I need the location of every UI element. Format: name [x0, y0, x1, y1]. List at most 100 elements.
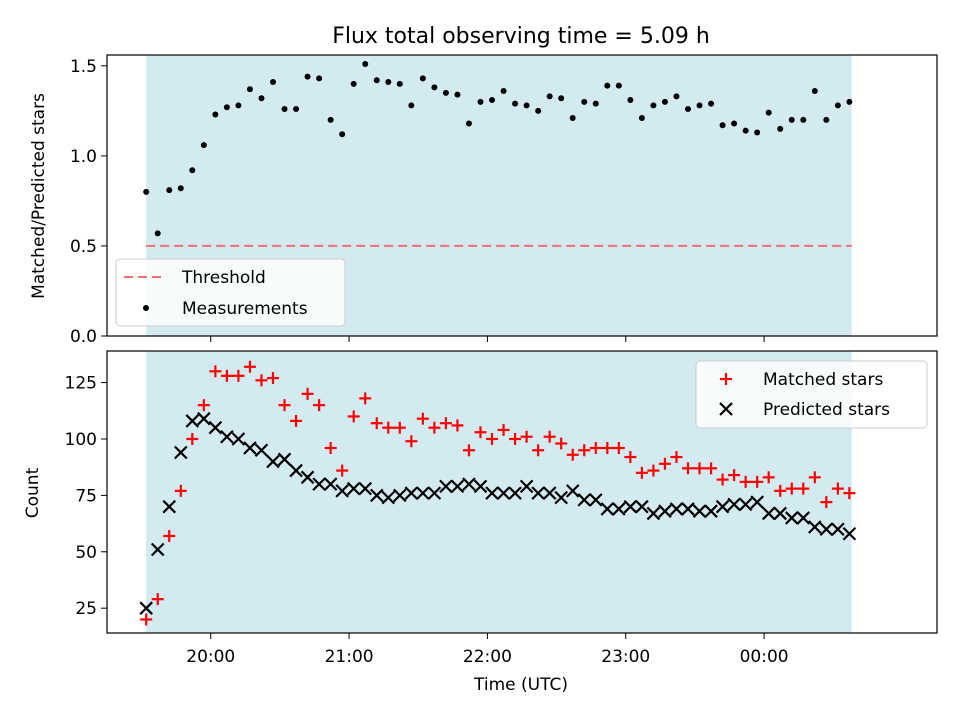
- matched-star-point: [232, 369, 245, 382]
- matched-star-point: [347, 410, 360, 423]
- measurement-point: [800, 116, 807, 123]
- measurement-point: [615, 82, 622, 89]
- legend-predicted-marker: [719, 402, 733, 416]
- matched-star-point: [243, 360, 256, 373]
- measurement-point: [592, 100, 599, 107]
- predicted-star-point: [473, 479, 488, 494]
- matched-star-point: [474, 426, 487, 439]
- predicted-star-point: [588, 493, 603, 507]
- matched-star-point: [785, 482, 798, 495]
- measurement-point: [627, 97, 634, 104]
- x-tick-label: 00:00: [740, 647, 789, 667]
- matched-star-point: [739, 475, 752, 488]
- predicted-star-point: [369, 488, 384, 503]
- measurement-point: [489, 97, 496, 104]
- matched-star-point: [359, 392, 372, 405]
- measurement-point: [339, 131, 346, 138]
- measurement-point: [362, 61, 369, 68]
- matched-star-point: [186, 432, 199, 445]
- top-plot-frame: [106, 54, 938, 337]
- measurement-point: [742, 127, 749, 134]
- measurement-point: [177, 185, 184, 192]
- matched-star-point: [462, 444, 475, 457]
- measurement-point: [754, 129, 761, 136]
- matched-star-point: [566, 448, 579, 461]
- measurement-point: [419, 75, 426, 82]
- matched-star-point: [716, 473, 729, 486]
- legend-threshold-label: Threshold: [181, 268, 266, 288]
- measurement-point: [765, 109, 772, 116]
- measurement-point: [235, 102, 242, 109]
- predicted-star-point: [243, 441, 257, 455]
- predicted-star-point: [254, 443, 269, 458]
- measurement-point: [327, 116, 334, 123]
- x-axis-label: Time (UTC): [473, 675, 568, 695]
- matched-star-point: [543, 430, 556, 443]
- predicted-star-point: [773, 506, 788, 521]
- measurement-point: [246, 86, 253, 93]
- bottom-y-tick-label: 125: [65, 374, 97, 394]
- matched-star-point: [428, 421, 441, 434]
- predicted-star-point: [669, 502, 684, 516]
- predicted-star-point: [289, 463, 303, 478]
- measurement-point: [708, 100, 715, 107]
- matched-star-point: [831, 482, 844, 495]
- top-y-tick-label: 1.0: [70, 147, 97, 167]
- predicted-star-point: [427, 486, 442, 500]
- matched-star-point: [774, 484, 787, 497]
- predicted-star-point: [358, 481, 373, 496]
- matched-star-point: [578, 444, 591, 457]
- measurement-point: [834, 102, 841, 109]
- measurement-point: [166, 187, 173, 194]
- count-points: [139, 360, 857, 626]
- matched-star-point: [301, 387, 314, 400]
- predicted-star-point: [531, 486, 545, 500]
- top-panel: 0.0 0.5 1.0 1.5 Matched/Predicted stars Thr…: [29, 54, 938, 347]
- measurement-point: [293, 106, 300, 113]
- bottom-axis-ticks: 25 50 75 100 125 20:00 21:00 22:00 23:00 00:00: [65, 374, 789, 667]
- bottom-plot-frame: [106, 350, 938, 634]
- measurement-point: [696, 102, 703, 109]
- predicted-star-point: [831, 522, 845, 537]
- measurement-point: [500, 88, 507, 95]
- predicted-star-point: [750, 495, 764, 509]
- predicted-star-point: [681, 502, 695, 516]
- predicted-star-point: [231, 432, 246, 446]
- matched-star-point: [520, 430, 533, 443]
- measurement-point: [788, 116, 795, 123]
- predicted-star-point: [381, 490, 396, 505]
- predicted-star-point: [208, 420, 223, 435]
- measurement-point: [385, 79, 392, 86]
- matched-star-point: [762, 471, 775, 484]
- measurement-point: [258, 95, 265, 102]
- matched-star-point: [209, 365, 222, 378]
- measurement-point: [638, 115, 645, 122]
- bottom-legend-box: [695, 360, 928, 429]
- measurement-point: [558, 95, 565, 102]
- predicted-star-point: [692, 504, 707, 518]
- matched-star-point: [451, 419, 464, 432]
- measurement-point: [581, 98, 588, 105]
- matched-star-point: [670, 451, 683, 464]
- predicted-star-point: [808, 520, 822, 534]
- measurement-point: [661, 98, 668, 105]
- matched-star-point: [336, 464, 349, 477]
- predicted-star-point: [220, 429, 234, 444]
- measurement-point: [212, 111, 219, 118]
- measurement-point: [143, 188, 150, 195]
- top-axis-ticks: 0.0 0.5 1.0 1.5: [70, 57, 765, 347]
- measurement-point: [304, 73, 311, 80]
- matched-star-point: [532, 444, 545, 457]
- predicted-star-point: [600, 502, 615, 516]
- measurement-point: [200, 142, 207, 149]
- legend-measurements-swatch: [143, 305, 149, 311]
- matched-star-point: [370, 417, 383, 430]
- matched-star-point: [728, 469, 741, 482]
- predicted-star-point: [323, 477, 338, 491]
- x-tick-label: 23:00: [601, 647, 650, 667]
- matched-star-point: [624, 451, 637, 464]
- matched-star-point: [197, 399, 210, 412]
- bottom-y-tick-label: 25: [75, 599, 97, 619]
- predicted-star-point: [312, 477, 326, 491]
- matched-star-point: [140, 613, 153, 626]
